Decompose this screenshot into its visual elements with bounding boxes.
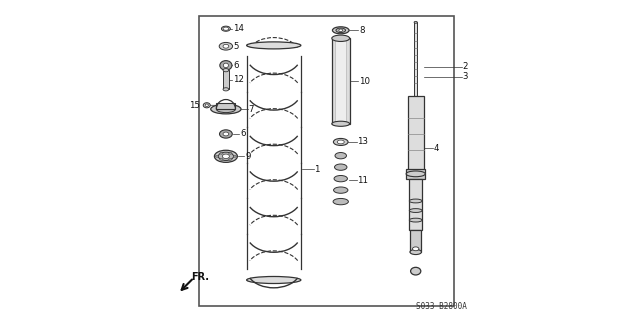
Ellipse shape	[222, 154, 229, 159]
Text: 6: 6	[240, 130, 245, 138]
Ellipse shape	[337, 140, 344, 144]
Ellipse shape	[223, 44, 228, 48]
Ellipse shape	[411, 267, 421, 275]
Text: FR.: FR.	[191, 272, 209, 282]
Ellipse shape	[228, 152, 232, 154]
Bar	[410, 179, 422, 230]
Ellipse shape	[410, 199, 422, 203]
Text: 15: 15	[189, 101, 200, 110]
Bar	[414, 22, 417, 96]
Ellipse shape	[216, 155, 218, 157]
Ellipse shape	[220, 152, 223, 154]
Ellipse shape	[333, 187, 348, 193]
Text: S033 B2800A: S033 B2800A	[416, 302, 467, 311]
Ellipse shape	[223, 27, 228, 30]
Ellipse shape	[223, 69, 228, 72]
Text: 12: 12	[233, 75, 244, 84]
Text: 9: 9	[245, 152, 250, 161]
Text: 7: 7	[248, 105, 253, 114]
Ellipse shape	[333, 198, 348, 205]
Ellipse shape	[205, 104, 209, 107]
Ellipse shape	[223, 88, 228, 91]
Bar	[406, 169, 425, 179]
Ellipse shape	[413, 247, 419, 251]
Ellipse shape	[228, 159, 232, 160]
Ellipse shape	[333, 138, 348, 145]
Text: 13: 13	[357, 137, 369, 146]
Ellipse shape	[332, 121, 349, 126]
Bar	[408, 96, 424, 172]
Bar	[332, 38, 349, 124]
Text: 1: 1	[314, 165, 320, 174]
Ellipse shape	[335, 152, 346, 159]
Ellipse shape	[332, 27, 349, 34]
Text: 14: 14	[233, 24, 244, 33]
Bar	[335, 40, 346, 123]
Bar	[410, 230, 422, 252]
Ellipse shape	[246, 277, 301, 284]
Text: 5: 5	[233, 42, 239, 51]
Bar	[199, 16, 454, 306]
Ellipse shape	[220, 61, 232, 70]
Ellipse shape	[332, 35, 349, 41]
Ellipse shape	[220, 159, 223, 160]
Ellipse shape	[334, 175, 348, 182]
Ellipse shape	[223, 132, 228, 136]
Text: 3: 3	[463, 72, 468, 81]
Ellipse shape	[410, 218, 422, 222]
Ellipse shape	[219, 42, 232, 50]
Ellipse shape	[223, 63, 228, 68]
Text: 4: 4	[434, 144, 440, 153]
Ellipse shape	[204, 103, 211, 108]
Ellipse shape	[410, 209, 422, 212]
Ellipse shape	[218, 152, 234, 160]
Ellipse shape	[406, 171, 425, 177]
Ellipse shape	[339, 29, 342, 32]
Ellipse shape	[220, 130, 232, 138]
Bar	[216, 103, 236, 109]
Ellipse shape	[336, 28, 346, 33]
Text: 6: 6	[233, 61, 239, 70]
Text: 10: 10	[359, 77, 370, 86]
Text: 8: 8	[359, 26, 364, 35]
Text: 11: 11	[357, 176, 369, 185]
Ellipse shape	[410, 249, 422, 255]
Ellipse shape	[221, 26, 230, 31]
Ellipse shape	[335, 164, 347, 170]
Bar	[223, 70, 228, 89]
Ellipse shape	[211, 104, 241, 114]
Ellipse shape	[233, 155, 236, 157]
Ellipse shape	[216, 106, 236, 113]
Ellipse shape	[214, 150, 237, 162]
Text: 2: 2	[463, 63, 468, 71]
Ellipse shape	[246, 42, 301, 49]
Ellipse shape	[414, 21, 417, 23]
